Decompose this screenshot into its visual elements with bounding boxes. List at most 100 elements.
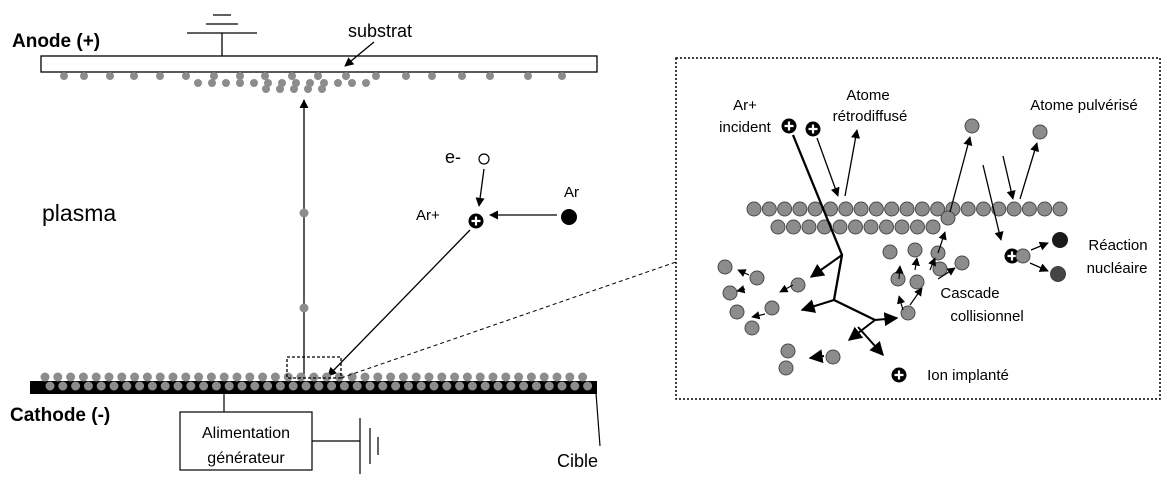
power-supply-line1: Alimentation [202,425,290,442]
power-supply-box [179,411,313,471]
target-atom [583,381,593,391]
target-atom [450,372,460,382]
cascade-atom [764,300,780,316]
deposited-atom [428,72,436,80]
ar-ion-acceleration-arrow [327,229,471,377]
target-atom [544,381,554,391]
target-atom [237,381,247,391]
surface-atom [848,219,863,235]
target-atom [263,381,273,391]
deposited-atom [288,72,296,80]
cascade-atom [907,242,923,258]
cascade-atom [900,305,916,321]
cascade-atom [890,271,906,287]
deposited-atom [290,85,298,93]
deposited-atom [130,72,138,80]
substrat-arrow [344,41,375,67]
target-atom [565,372,575,382]
target-atom [130,372,140,382]
deposited-atom [362,79,370,87]
nuclear-product-dark [1050,266,1066,282]
sputter-arrow-2-out [1019,142,1039,200]
cible-pointer [595,392,601,447]
deposited-atom [236,79,244,87]
deposited-atom [334,79,342,87]
surface-atom [832,219,848,235]
target-atom [411,372,421,382]
cascade-right-arrows [895,231,956,311]
surface-atom [894,219,910,235]
target-atom [219,372,229,382]
ar-label: Ar [564,184,579,201]
target-plate [30,381,597,394]
target-atom [181,372,191,382]
deposited-atom [558,72,566,80]
deposited-atoms [60,72,566,93]
target-atom [53,372,63,382]
deposited-atom [60,72,68,80]
cascade-atom [744,320,760,336]
target-atom [301,381,311,391]
deposited-atom [106,72,114,80]
target-atom [424,372,434,382]
target-atom [104,372,114,382]
cascade-atom [909,274,925,290]
surface-atom [976,201,991,217]
target-atom [373,372,383,382]
target-atom [117,372,127,382]
target-atom [398,372,408,382]
target-atom [570,381,580,391]
nuclear-product-black [1052,232,1068,248]
substrate-plate [40,55,598,73]
surface-atom [770,219,786,235]
ar-neutral-atom [561,209,577,225]
deposited-atom [222,79,230,87]
deposited-atom [524,72,532,80]
power-supply-line2: générateur [207,450,285,467]
cascade-atom [722,285,738,301]
target-atom [314,381,324,391]
surface-atom [746,201,762,217]
sputtered-atom-1 [964,118,980,134]
target-atom [488,372,498,382]
cascade-atom [882,244,898,260]
deposited-atom [80,72,88,80]
target-atom [186,381,196,391]
zoom-connector-line [340,261,677,379]
surface-atom [838,201,854,217]
surface-atom [1052,201,1068,217]
target-atom [109,381,119,391]
cascade-label-2: collisionnel [950,308,1023,325]
cible-label: Cible [557,451,598,471]
zoom-box-small [286,356,342,379]
backscattered-label-2: rétrodiffusé [833,108,908,125]
surface-atom [910,219,925,235]
cascade-atom [940,210,956,226]
ar-incident-label-1: Ar+ [733,97,757,114]
target-atom [194,372,204,382]
target-atom [71,381,81,391]
surface-atom [899,201,915,217]
surface-atom [884,201,900,217]
deposited-atom [236,72,244,80]
target-atom [552,372,562,382]
sputtered-atom-2 [1032,124,1048,140]
ar-incident-plus-icon [781,118,797,134]
target-atom [442,381,452,391]
target-atom [378,381,388,391]
deposited-atom [194,79,202,87]
target-atom [122,381,132,391]
target-atom [168,372,178,382]
target-atom [155,372,165,382]
target-atom [327,381,337,391]
target-atom [275,381,285,391]
target-atom [480,381,490,391]
deposited-atom [342,72,350,80]
target-atom [66,372,76,382]
target-atom [506,381,516,391]
deposited-atom [210,72,218,80]
surface-atom [792,201,808,217]
deposited-atom [486,72,494,80]
target-atom [173,381,183,391]
deposited-atom [458,72,466,80]
